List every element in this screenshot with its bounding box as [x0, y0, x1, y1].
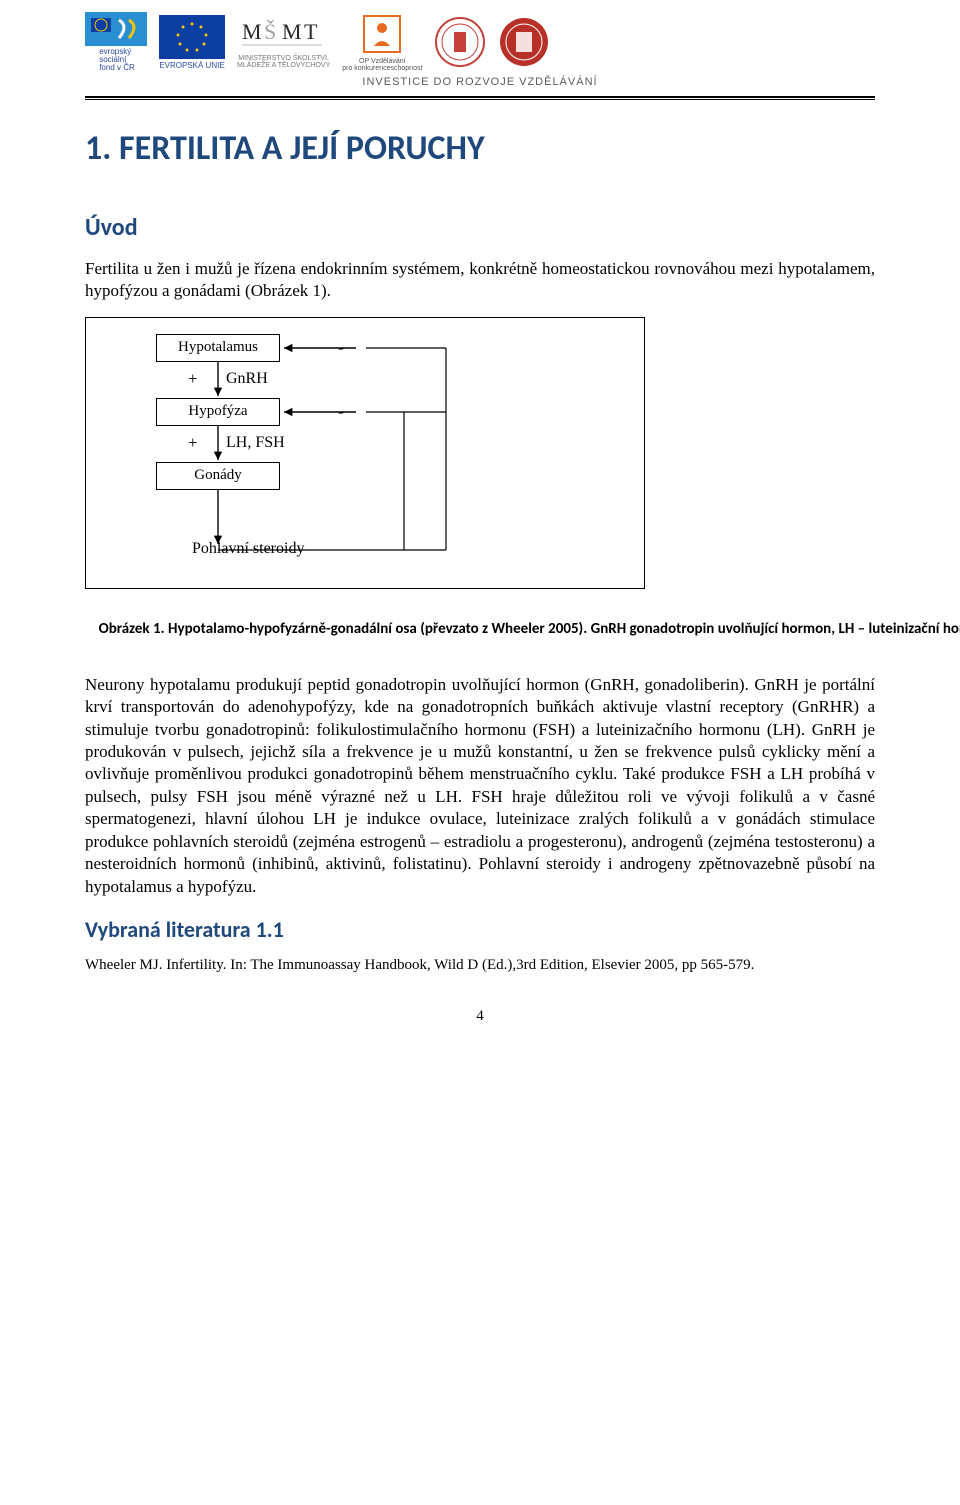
reference-1: Wheeler MJ. Infertility. In: The Immunoa… — [85, 957, 875, 974]
figure-caption-rest: GnRH gonadotropin uvolňující hormon, LH … — [587, 620, 960, 638]
seal2-logo — [498, 16, 550, 68]
hpg-axis-diagram: Hypotalamus Hypofýza Gonády GnRH LH, FSH… — [85, 317, 645, 589]
main-paragraph: Neurony hypotalamu produkují peptid gona… — [85, 674, 875, 898]
svg-text:M: M — [282, 19, 302, 44]
page-content: 1. FERTILITA A JEJÍ PORUCHY Úvod Fertili… — [0, 128, 960, 1065]
msmt-caption: MINISTERSTVO ŠKOLSTVÍ, MLÁDEŽE A TĚLOVÝC… — [237, 55, 330, 69]
invest-line: INVESTICE DO ROZVOJE VZDĚLÁVÁNÍ — [85, 76, 875, 88]
svg-text:M: M — [242, 19, 262, 44]
funding-header: evropský sociální fond v ČR EVROPSKÁ UNI… — [0, 0, 960, 92]
opvk-logo: OP Vzdělávání pro konkurenceschopnost — [342, 12, 422, 72]
header-rule-thin — [85, 99, 875, 100]
chapter-title: 1. FERTILITA A JEJÍ PORUCHY — [85, 128, 875, 169]
literature-heading: Vybraná literatura 1.1 — [85, 916, 875, 943]
eu-caption: EVROPSKÁ UNIE — [159, 61, 224, 70]
figure-caption-bold: Obrázek 1. Hypotalamo-hypofyzárně-gonadá… — [99, 620, 588, 638]
eu-logo: EVROPSKÁ UNIE — [159, 15, 225, 70]
intro-paragraph: Fertilita u žen i mužů je řízena endokri… — [85, 258, 875, 303]
diagram-arrows — [86, 318, 646, 590]
svg-text:T: T — [304, 19, 318, 44]
logos-row: evropský sociální fond v ČR EVROPSKÁ UNI… — [85, 12, 875, 72]
figure-caption: Obrázek 1. Hypotalamo-hypofyzárně-gonadá… — [85, 599, 875, 660]
seal1-logo — [434, 16, 486, 68]
header-rule-thick — [85, 96, 875, 98]
opvk-caption: OP Vzdělávání pro konkurenceschopnost — [342, 58, 422, 72]
svg-text:Š: Š — [264, 19, 276, 44]
page-number: 4 — [85, 1008, 875, 1025]
intro-heading: Úvod — [85, 213, 875, 242]
esf-logo: evropský sociální fond v ČR — [85, 12, 147, 72]
msmt-logo: MŠMT MINISTERSTVO ŠKOLSTVÍ, MLÁDEŽE A TĚ… — [237, 15, 330, 69]
esf-caption: evropský sociální fond v ČR — [99, 48, 135, 72]
